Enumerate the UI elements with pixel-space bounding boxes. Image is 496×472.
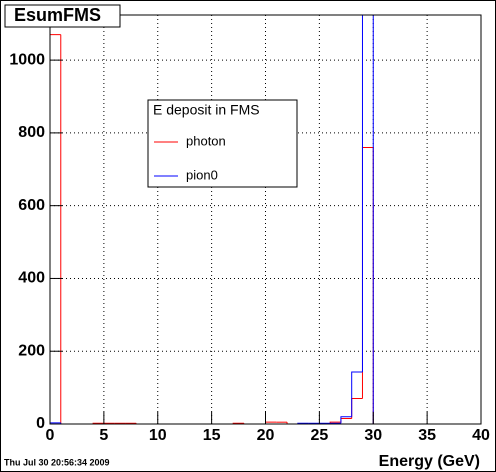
- histogram-bin: [351, 371, 363, 417]
- title-box: [4, 4, 121, 28]
- histogram-bin: [60, 422, 72, 424]
- timestamp: Thu Jul 30 20:56:34 2009: [4, 457, 110, 467]
- y-tick-label: 200: [18, 342, 45, 359]
- legend: photon pion0: [154, 133, 226, 182]
- y-tick-label: 400: [18, 270, 45, 287]
- x-axis-label: Energy (GeV): [379, 453, 480, 470]
- legend-title: E deposit in FMS: [153, 102, 260, 118]
- histogram-bin: [60, 34, 72, 424]
- y-tick-label: 800: [18, 124, 45, 141]
- y-tick-label: 1000: [9, 51, 45, 68]
- x-tick-label: 15: [203, 427, 221, 444]
- chart-title: EsumFMS: [14, 5, 101, 25]
- x-tick-label: 10: [149, 427, 167, 444]
- x-tick-label: 5: [99, 427, 108, 444]
- histogram-bin: [286, 422, 298, 424]
- x-tick-label: 20: [257, 427, 275, 444]
- ticks: 0 200 400 600 800 1000 0 5 10 15 20 25 30 35 40: [9, 51, 490, 444]
- x-tick-label: 35: [418, 427, 436, 444]
- histogram-bin: [361, 15, 363, 372]
- y-tick-label: 600: [18, 197, 45, 214]
- y-tick-label: 0: [36, 415, 45, 432]
- x-tick-label: 40: [472, 427, 490, 444]
- legend-box: [147, 99, 298, 188]
- x-tick-label: 30: [364, 427, 382, 444]
- histogram-bin: [340, 416, 352, 424]
- legend-label: pion0: [186, 167, 218, 182]
- histogram-bin: [372, 15, 385, 424]
- histogram-bin: [50, 34, 61, 424]
- x-tick-label: 25: [310, 427, 328, 444]
- histogram-bin: [50, 422, 61, 424]
- x-tick-label: 0: [46, 427, 55, 444]
- legend-label: photon: [186, 133, 226, 148]
